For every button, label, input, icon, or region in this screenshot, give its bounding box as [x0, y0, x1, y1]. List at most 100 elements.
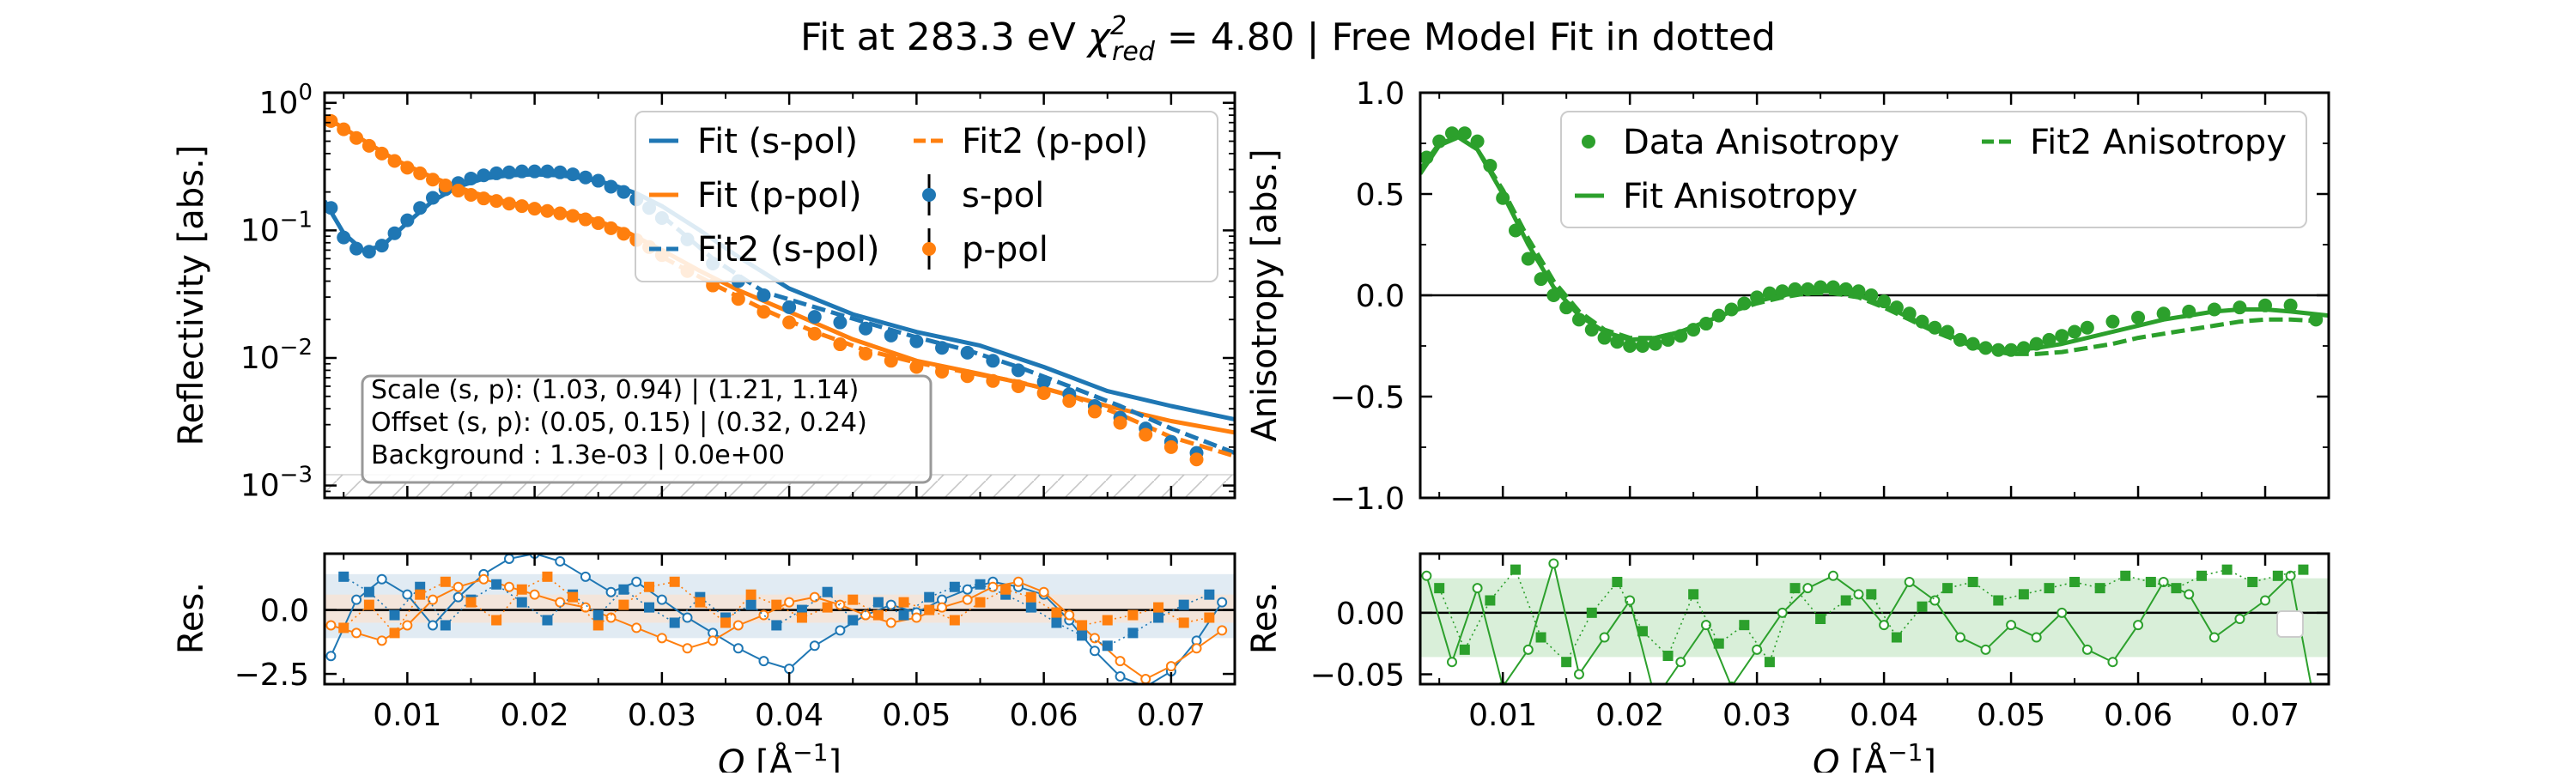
residual-anisotropy-residual-square [1662, 651, 1674, 662]
residual-reflectivity-residual-point [1012, 576, 1024, 587]
title-chi: χ [1086, 15, 1112, 59]
reflectivity-frame [323, 91, 1236, 500]
anisotropy-point [2105, 314, 2120, 329]
reflectivity-s-pol-point [782, 300, 797, 314]
residual-reflectivity-residual-square [338, 622, 349, 634]
x-tick-label: 0.02 [1595, 698, 1664, 733]
residual-anisotropy-residual-point [1446, 657, 1457, 668]
residual-reflectivity-residual-point [784, 664, 795, 675]
residual-reflectivity-residual-point [809, 640, 820, 652]
residual-anisotropy-residual-square [2272, 570, 2283, 581]
residual-reflectivity-residual-point [784, 597, 795, 608]
legend-fit2-p: Fit2 (p-pol) [914, 122, 1148, 161]
residual-reflectivity-residual-point [376, 635, 387, 646]
residual-anisotropy-residual-square [1993, 595, 2004, 606]
reflectivity-s-pol-point [807, 310, 822, 324]
x-axis-label-right: Q [Å−1] [1813, 738, 1936, 776]
anisotropy-point [2131, 310, 2146, 324]
reflectivity-p-pol-point [489, 194, 504, 209]
title-sub: red [1112, 37, 1156, 67]
residual-anisotropy-residual-square [1459, 644, 1470, 655]
residual-reflectivity-residual-square [440, 576, 451, 587]
reflectivity-s-pol-point [361, 245, 376, 259]
residual-reflectivity-residual-square [618, 599, 629, 610]
residual-anisotropy-residual-square [2044, 583, 2055, 594]
residual-reflectivity-residual-square [592, 609, 604, 621]
svg-text:Data Anisotropy: Data Anisotropy [1623, 123, 1899, 162]
reflectivity-p-pol-point [591, 215, 605, 230]
residual-anisotropy-residual-square [1485, 595, 1496, 606]
residual-anisotropy-residual-point [1472, 583, 1483, 594]
anisotropy-ylabel: Anisotropy [abs.] [1245, 149, 1285, 441]
reflectivity-s-pol-point [935, 341, 950, 355]
x-tick-label: 0.06 [2104, 698, 2172, 733]
anisotropy-point [1623, 339, 1637, 353]
residual-anisotropy-residual-point [2208, 632, 2220, 643]
residual-reflectivity-residual-point [732, 620, 744, 631]
residual-anisotropy-residual-point [1853, 589, 1864, 600]
residual-reflectivity-residual-point [656, 594, 667, 605]
residual-reflectivity-residual-point [1115, 671, 1126, 682]
residual-reflectivity-residual-square [796, 612, 807, 623]
reflectivity-s-pol-point [833, 315, 848, 330]
residual-reflectivity-residual-point [351, 594, 362, 605]
reflectivity-s-pol-point [604, 179, 618, 194]
residual-reflectivity-residual-point [962, 594, 973, 605]
reflectivity-p-pol-point [400, 161, 415, 175]
residual-reflectivity-residual-square [720, 617, 731, 628]
residual-reflectivity-residual-square [568, 591, 579, 603]
residual-reflectivity-residual-point [631, 622, 642, 634]
reflectivity-s-pol-point [566, 167, 580, 182]
residual-reflectivity-residual-point [402, 620, 413, 631]
residual-reflectivity-residual-square [669, 617, 680, 628]
residual-reflectivity-residual-square [975, 579, 986, 590]
y-tick-label: 10−3 [240, 463, 313, 504]
x-tick-label: 0.06 [1010, 698, 1078, 733]
residual-anisotropy-residual-square [1866, 589, 1877, 600]
residual-anisotropy-residual-square [1942, 583, 1953, 594]
residual-anisotropy-residual-point [2285, 570, 2296, 581]
reflectivity-s-pol-point [325, 201, 338, 215]
residual-anisotropy-residual-point [2107, 657, 2118, 668]
residual-reflectivity-residual-square [822, 602, 833, 613]
residual-anisotropy-frame [1419, 552, 2330, 686]
residual-reflectivity-plot-area [325, 554, 1235, 684]
anisotropy-point [2055, 329, 2069, 343]
y-tick-label: 0.5 [1356, 178, 1405, 213]
reflectivity-p-pol-point [566, 209, 580, 223]
residual-anisotropy-residual-point [1904, 576, 1915, 587]
residual-anisotropy-residual-square [1840, 595, 1851, 606]
x-tick-label: 0.02 [501, 698, 569, 733]
residual-reflectivity-residual-point [937, 602, 948, 613]
residual-reflectivity-residual-point [885, 617, 896, 628]
annotation-offset: Offset (s, p): (0.05, 0.15) | (0.32, 0.2… [371, 408, 867, 438]
residual-reflectivity-residual-square [1204, 589, 1215, 600]
residual-reflectivity-residual-square [924, 604, 935, 615]
reflectivity-panel: 100 10−1 10−2 10−3 Reflectivity [abs.] Scal… [172, 80, 1236, 504]
residual-reflectivity-residual-square [592, 620, 604, 631]
residual-reflectivity-residual-point [860, 609, 872, 621]
residual-reflectivity-residual-square [949, 581, 960, 592]
legend-data-s: s-pol [922, 174, 1044, 215]
residual-reflectivity-residual-square [389, 627, 400, 639]
reflectivity-p-pol-point [514, 199, 529, 214]
svg-text:Fit2 Anisotropy: Fit2 Anisotropy [2030, 123, 2287, 162]
residual-anisotropy-residual-square [1917, 601, 1928, 612]
residual-reflectivity-residual-square [618, 584, 629, 595]
residual-reflectivity-residual-point [682, 643, 693, 654]
anisotropy-x-ticks [1438, 93, 2330, 498]
reflectivity-s-pol-point [349, 241, 364, 256]
y-tick-label: 0.00 [1336, 597, 1405, 632]
reflectivity-s-pol-point [374, 239, 389, 253]
svg-text:Fit (s-pol): Fit (s-pol) [697, 122, 858, 161]
residual-anisotropy-residual-square [2171, 583, 2182, 594]
legend-fit-s: Fit (s-pol) [649, 122, 858, 161]
residual-anisotropy-panel: 0.00 −0.05 0.01 0.02 0.03 0.04 0.05 0.06 0.07 R… [1245, 552, 2330, 733]
residual-anisotropy-residual-point [2133, 620, 2144, 631]
reflectivity-plot-area [325, 113, 1235, 467]
annotation-scale: Scale (s, p): (1.03, 0.94) | (1.21, 1.14… [371, 375, 859, 405]
reflectivity-y-ticks: 100 10−1 10−2 10−3 [240, 80, 1235, 504]
reflectivity-s-pol-point [986, 354, 1000, 368]
residual-anisotropy-residual-point [1522, 644, 1534, 655]
